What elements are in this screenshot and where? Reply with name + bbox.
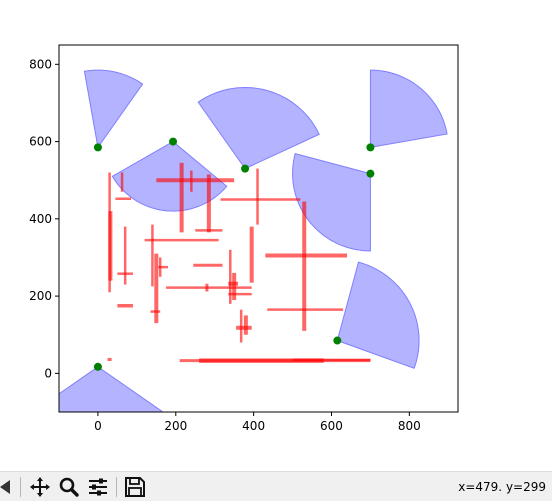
- sensor-point: [333, 336, 342, 345]
- sensor-point: [366, 169, 375, 178]
- y-tick-label: 200: [29, 289, 52, 303]
- sector-wedge: [197, 86, 320, 170]
- x-tick-label: 800: [398, 419, 421, 433]
- sensor-point: [93, 362, 102, 371]
- zoom-icon[interactable]: [57, 475, 81, 499]
- sensor-point: [241, 164, 250, 173]
- toolbar-separator: [20, 477, 21, 497]
- sensor-point: [366, 143, 375, 152]
- x-tick-label: 400: [242, 419, 265, 433]
- sector-wedge: [336, 261, 420, 369]
- figure-canvas: 0 200 400 600 800 0 200 400 600 800: [29, 44, 459, 433]
- sector-wedge: [292, 153, 371, 252]
- toolbar: x=479. y=299: [0, 471, 552, 501]
- x-tick-label: 200: [164, 419, 187, 433]
- sector-wedge: [83, 69, 144, 149]
- configure-subplots-icon[interactable]: [86, 475, 110, 499]
- y-tick-label: 0: [44, 366, 52, 380]
- x-axis: 0 200 400 600 800: [94, 412, 421, 433]
- pan-icon[interactable]: [28, 475, 52, 499]
- sector-wedge: [59, 366, 163, 412]
- sector-layer: [59, 69, 448, 412]
- wall-layer: [107, 162, 371, 363]
- sector-wedge: [369, 69, 448, 148]
- cursor-coordinates: x=479. y=299: [458, 480, 546, 494]
- save-icon[interactable]: [123, 475, 147, 499]
- y-tick-label: 800: [29, 57, 52, 71]
- sensor-point: [169, 137, 178, 146]
- back-icon[interactable]: [0, 475, 14, 499]
- y-tick-label: 400: [29, 212, 52, 226]
- y-axis: 0 200 400 600 800: [29, 57, 59, 380]
- sensor-point: [93, 143, 102, 152]
- point-layer: [93, 137, 375, 371]
- plot-frame: [58, 44, 459, 413]
- y-tick-label: 600: [29, 135, 52, 149]
- x-tick-label: 600: [320, 419, 343, 433]
- sector-wedge: [111, 140, 228, 212]
- x-tick-label: 0: [94, 419, 102, 433]
- toolbar-separator: [116, 477, 117, 497]
